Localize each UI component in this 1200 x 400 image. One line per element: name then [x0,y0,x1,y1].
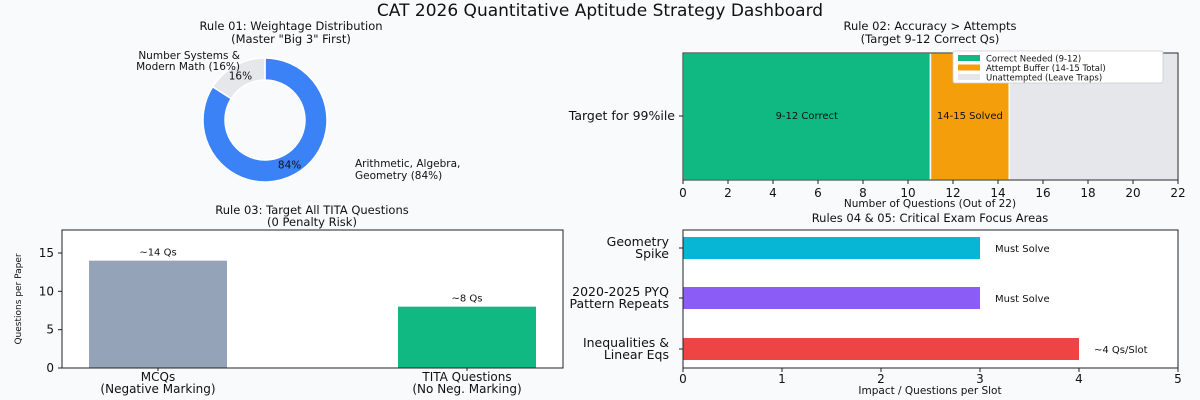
legend-swatch [958,74,980,80]
plot-frame [61,229,564,369]
x-tick-label: 12 [945,186,960,200]
x-tick-label: 1 [778,372,786,386]
bar-value-label: ~14 Qs [139,248,176,259]
x-tick-label: 8 [859,186,867,200]
y-tick-label: 5 [46,323,54,337]
rule01-subtitle: (Master "Big 3" First) [231,32,351,46]
legend-entry: Correct Needed (9-12) [986,55,1081,65]
legend-swatch [958,55,980,61]
x-tick-label: 4 [1075,372,1083,386]
y-axis-label: Questions per Paper [14,253,24,344]
bar-value-label: Must Solve [995,294,1050,305]
x-tick-label: 0 [679,186,687,200]
x-tick-label: MCQs [141,370,175,384]
x-tick-label: 14 [990,186,1005,200]
y-tick-label: 15 [39,246,54,260]
bar [683,338,1079,360]
stacked-bar-segment [682,52,932,181]
y-tick-label: 0 [46,361,54,375]
donut-slice-label: Number Systems & [138,50,240,62]
x-tick-label: 3 [976,372,984,386]
y-tick-label: 2020-2025 PYQ [572,284,669,299]
y-tick-label: 10 [39,284,54,298]
x-tick-label: 16 [1035,186,1050,200]
x-tick-label: 20 [1125,186,1140,200]
legend-swatch [958,64,980,71]
x-tick-label: TITA Questions [421,370,511,384]
y-tick-label: Pattern Repeats [570,296,669,311]
bar-segment-label: 14-15 Solved [937,111,1003,122]
y-tick-label: Spike [635,246,669,261]
legend-entry: Attempt Buffer (14-15 Total) [986,64,1106,74]
rule01-title: Rule 01: Weightage Distribution [199,19,382,33]
donut-slice [211,57,266,100]
donut-slice-label: Arithmetic, Algebra, [355,158,460,170]
rule03-chart: Rule 03: Target All TITA Questions(0 Pen… [14,203,564,396]
bar-value-label: ~8 Qs [451,294,482,305]
donut-slice-label: Modern Math (16%) [136,61,240,73]
rule01-chart: Rule 01: Weightage Distribution(Master "… [136,19,460,183]
y-tick-label: Target for 99%ile [568,108,676,123]
rule03-subtitle: (0 Penalty Risk) [267,215,357,229]
donut-slice-label: Geometry (84%) [355,170,442,182]
x-tick-label: 2 [724,186,732,200]
x-axis-label: Number of Questions (Out of 22) [844,198,1016,210]
rule02-title: Rule 02: Accuracy > Attempts [843,19,1016,33]
x-tick-label: 5 [1174,372,1182,386]
x-tick-label: 18 [1080,186,1095,200]
dashboard-title: CAT 2026 Quantitative Aptitude Strategy … [376,1,824,21]
donut-slice [202,57,328,183]
x-tick-label: 10 [900,186,915,200]
x-tick-label: 0 [679,372,687,386]
x-tick-label: 4 [769,186,777,200]
rule02-subtitle: (Target 9-12 Correct Qs) [861,32,1000,46]
donut-pct-label: 16% [229,70,252,82]
rule0405-chart: Rules 04 & 05: Critical Exam Focus Areas… [570,211,1182,397]
x-axis-label: Impact / Questions per Slot [858,385,1001,397]
bar-value-label: ~4 Qs/Slot [1094,345,1148,356]
bar [89,260,227,368]
x-tick-label: 2 [877,372,885,386]
rule03-title: Rule 03: Target All TITA Questions [215,203,409,217]
rule02-chart: Rule 02: Accuracy > Attempts(Target 9-12… [568,19,1186,210]
x-tick-label: (No Neg. Marking) [412,382,521,396]
bar-segment-label: 9-12 Correct [776,111,838,122]
rule0405-title: Rules 04 & 05: Critical Exam Focus Areas [812,211,1049,225]
y-tick-label: Geometry [607,234,670,249]
x-tick-label: 22 [1170,186,1185,200]
donut-pct-label: 84% [278,160,301,172]
x-tick-label: 6 [814,186,822,200]
plot-frame [682,229,1179,369]
y-tick-label: Linear Eqs [604,347,669,362]
legend-box [952,50,1164,84]
y-tick-label: Inequalities & [583,335,669,350]
bar-value-label: Must Solve [995,244,1050,255]
x-tick-label: (Negative Marking) [100,382,215,396]
bar [398,306,536,368]
bar [683,237,980,259]
bar [683,287,980,309]
legend-entry: Unattempted (Leave Traps) [986,74,1102,84]
